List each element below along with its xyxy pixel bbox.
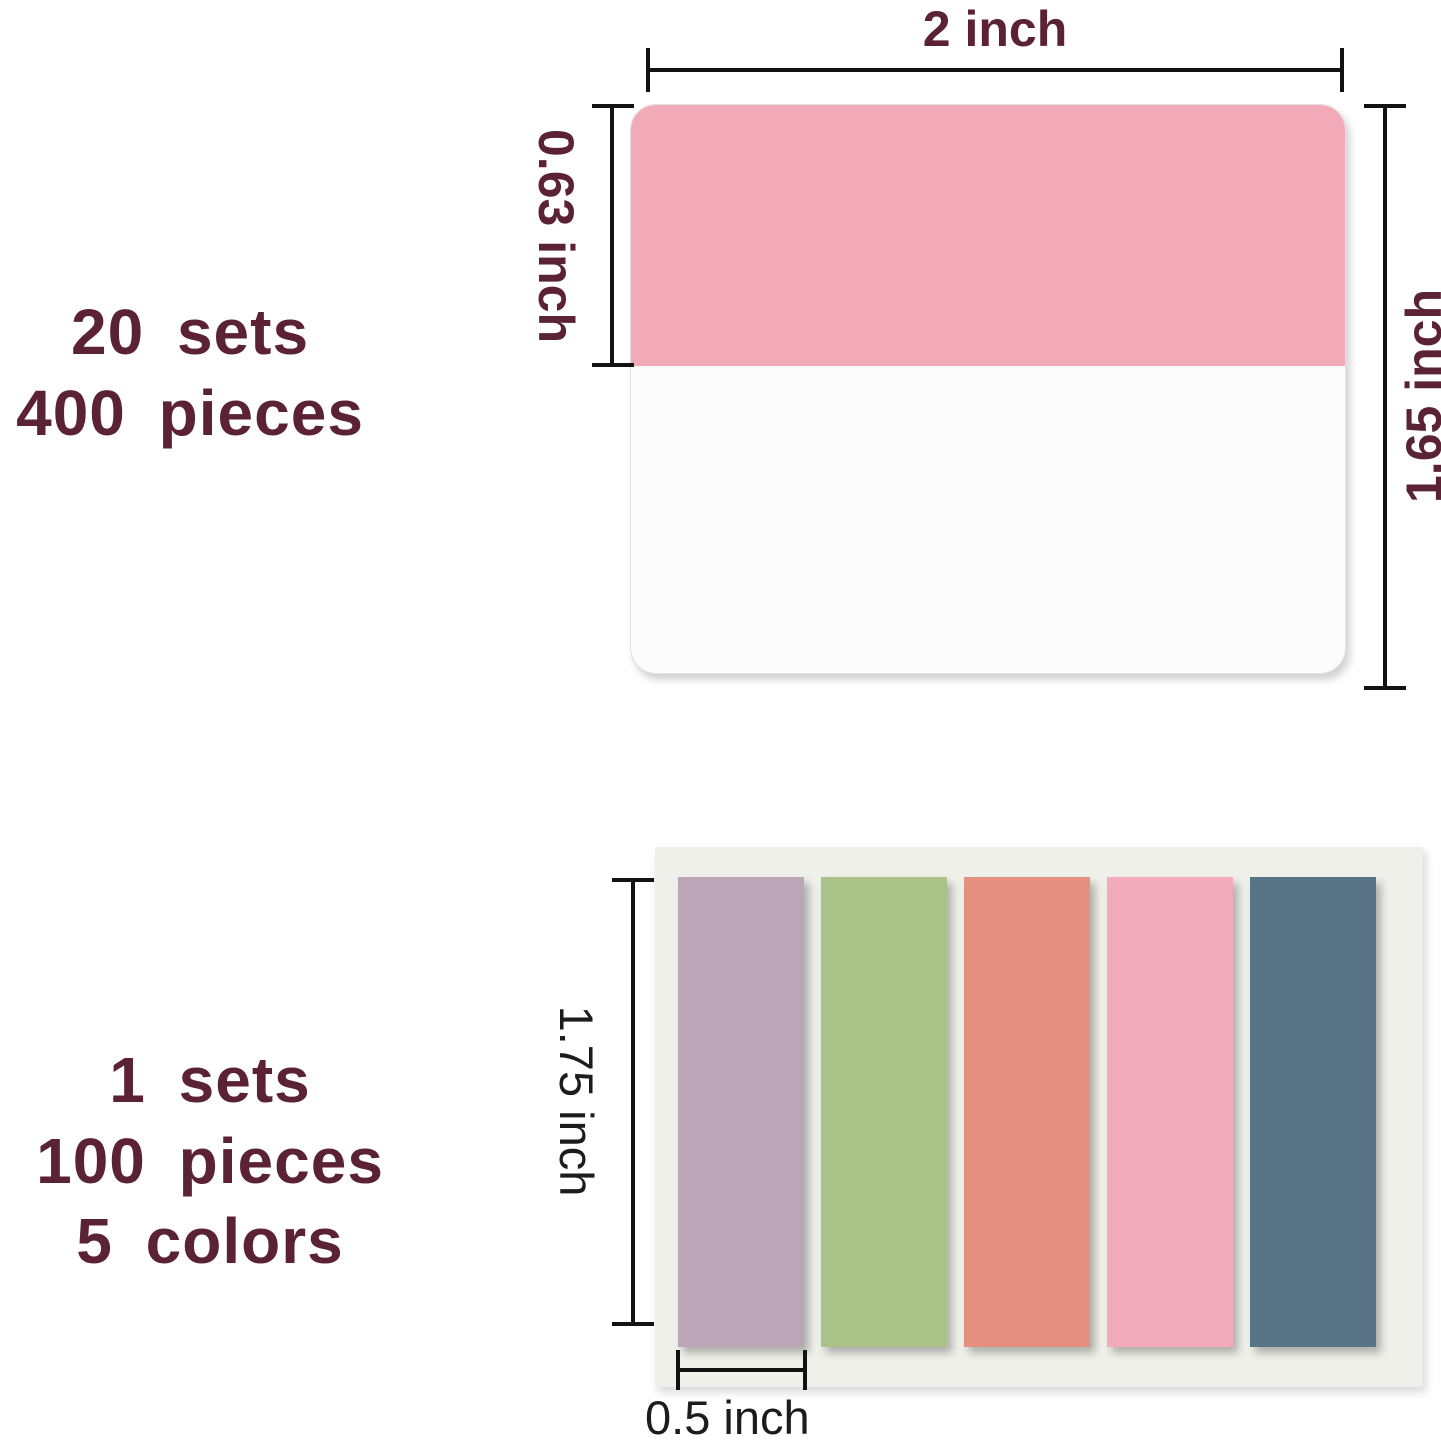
color-strip-pink: [1107, 877, 1233, 1347]
bottom-quantity-line-colors: 5 colors: [76, 1205, 344, 1278]
strip-height-dimension-line: [631, 878, 635, 1326]
strip-width-dimension-label: 0.5 inch: [645, 1391, 810, 1442]
strip-height-dimension-label: 1.75 inch: [550, 1005, 603, 1197]
top-quantity-line-sets: 20 sets: [70, 296, 310, 368]
bottom-quantity-text: 1 sets 100 pieces 5 colors: [10, 1040, 410, 1282]
sticky-note-pink-header: [631, 105, 1345, 366]
strip-width-dimension-line: [676, 1368, 807, 1372]
header-height-dimension-label: 0.63 inch: [528, 129, 584, 343]
top-quantity-line-pieces: 400 pieces: [16, 376, 364, 449]
color-strip-blue: [1250, 877, 1376, 1347]
header-height-dimension-line: [610, 104, 614, 367]
bottom-quantity-line-sets: 1 sets: [109, 1044, 311, 1116]
color-strip-purple: [678, 877, 804, 1347]
bottom-quantity-line-pieces: 100 pieces: [36, 1124, 384, 1197]
total-height-dimension-label: 1.65 inch: [1396, 289, 1441, 503]
top-quantity-text: 20 sets 400 pieces: [10, 292, 370, 453]
color-strip-coral: [964, 877, 1090, 1347]
color-strip-green: [821, 877, 947, 1347]
width-dimension-line: [646, 68, 1344, 72]
total-height-dimension-line: [1383, 104, 1387, 690]
width-dimension-label: 2 inch: [922, 1, 1068, 57]
sticky-note-card: [630, 104, 1346, 674]
